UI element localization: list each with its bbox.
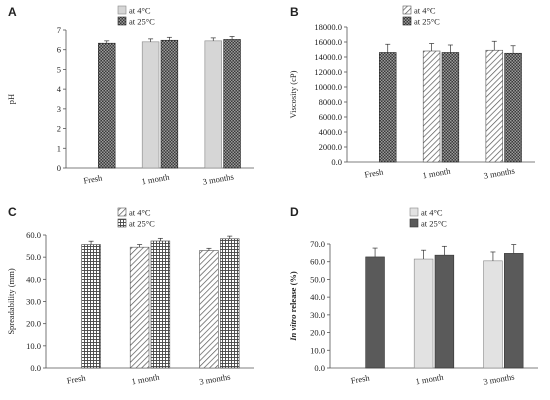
y-tick-label: 0.0 bbox=[331, 157, 342, 167]
y-tick-label: 30.0 bbox=[310, 310, 325, 320]
y-tick-label: 7 bbox=[57, 25, 61, 35]
bar bbox=[141, 41, 160, 169]
legend-label: at 25°C bbox=[414, 17, 440, 27]
y-tick-label: 20.0 bbox=[310, 328, 325, 338]
legend-swatch bbox=[409, 207, 419, 217]
legend-label: at 25°C bbox=[129, 219, 155, 229]
bar bbox=[379, 52, 397, 163]
y-tick-label: 10.0 bbox=[310, 345, 325, 355]
y-tick-label: 0.0 bbox=[30, 363, 41, 373]
panel-letter: B bbox=[290, 5, 299, 19]
y-tick-label: 0.0 bbox=[314, 363, 325, 373]
x-tick-label: 3 months bbox=[198, 371, 231, 386]
x-tick-label: Fresh bbox=[350, 372, 371, 385]
legend-label: at 4°C bbox=[129, 208, 151, 218]
y-tick-label: 50.0 bbox=[26, 252, 41, 262]
y-tick-label: 3 bbox=[57, 104, 61, 114]
legend-swatch bbox=[117, 218, 127, 228]
panel-letter: C bbox=[8, 205, 17, 219]
bar bbox=[129, 246, 150, 369]
y-tick-label: 30.0 bbox=[26, 297, 41, 307]
y-tick-label: 6 bbox=[57, 45, 61, 55]
y-axis-label: pH bbox=[6, 94, 16, 104]
y-tick-label: 1 bbox=[57, 143, 61, 153]
y-tick-label: 5 bbox=[57, 64, 61, 74]
bar bbox=[413, 258, 434, 369]
y-tick-label: 14000.0 bbox=[314, 52, 342, 62]
bar bbox=[434, 254, 455, 369]
legend-label: at 25°C bbox=[129, 17, 155, 27]
legend-label: at 4°C bbox=[414, 6, 436, 16]
panel-c: C 0.0 10.0 20.0 30.0 40.0 50.0 60.0 Spreadabilit… bbox=[6, 205, 254, 387]
y-tick-label: 10000.0 bbox=[314, 82, 342, 92]
bar bbox=[504, 52, 522, 163]
panel-letter: A bbox=[8, 5, 17, 19]
bar bbox=[365, 256, 385, 369]
bar bbox=[441, 52, 460, 163]
legend-swatch bbox=[117, 16, 127, 26]
bar bbox=[504, 253, 524, 369]
legend-swatch bbox=[117, 207, 127, 217]
x-tick-label: Fresh bbox=[364, 166, 385, 179]
legend-label: at 25°C bbox=[421, 219, 447, 229]
y-tick-label: 2 bbox=[57, 124, 61, 134]
bar bbox=[199, 250, 219, 369]
bar bbox=[483, 260, 503, 369]
y-axis-label: Viscosity (cP) bbox=[288, 70, 298, 118]
bar bbox=[98, 42, 116, 169]
x-tick-label: 1 month bbox=[141, 172, 171, 187]
legend-swatch bbox=[409, 218, 419, 228]
panel-letter: D bbox=[290, 205, 299, 219]
y-axis-label: In vitro release (%) bbox=[288, 271, 298, 342]
bar bbox=[81, 244, 101, 369]
y-tick-label: 40.0 bbox=[310, 292, 325, 302]
x-tick-label: Fresh bbox=[66, 372, 87, 385]
y-tick-label: 4000.0 bbox=[319, 127, 342, 137]
y-tick-label: 16000.0 bbox=[314, 37, 342, 47]
bar bbox=[160, 39, 179, 169]
x-tick-label: 1 month bbox=[415, 372, 445, 387]
x-tick-label: 1 month bbox=[422, 166, 452, 181]
y-tick-label: 50.0 bbox=[310, 274, 325, 284]
bar bbox=[204, 40, 222, 169]
y-tick-label: 8000.0 bbox=[319, 97, 342, 107]
y-tick-label: 20.0 bbox=[26, 319, 41, 329]
y-tick-label: 60.0 bbox=[26, 230, 41, 240]
x-tick-label: 3 months bbox=[482, 371, 515, 386]
panel-b: B 0.0 2000.0 4000.0 6000.0 8000.0 10000.0 12000… bbox=[288, 5, 535, 181]
y-tick-label: 18000.0 bbox=[314, 22, 342, 32]
y-tick-label: 2000.0 bbox=[319, 142, 342, 152]
bar bbox=[150, 240, 171, 369]
legend-label: at 4°C bbox=[421, 208, 443, 218]
y-tick-label: 12000.0 bbox=[314, 67, 342, 77]
y-tick-label: 4 bbox=[57, 84, 62, 94]
y-tick-label: 60.0 bbox=[310, 257, 325, 267]
y-tick-label: 0 bbox=[57, 163, 61, 173]
bar bbox=[485, 49, 503, 163]
bar bbox=[223, 39, 241, 169]
x-tick-label: Fresh bbox=[83, 172, 104, 185]
legend-swatch bbox=[117, 5, 127, 15]
y-tick-label: 40.0 bbox=[26, 274, 41, 284]
y-tick-label: 10.0 bbox=[26, 341, 41, 351]
x-tick-label: 3 months bbox=[483, 165, 516, 180]
y-tick-label: 6000.0 bbox=[319, 112, 342, 122]
panel-a: A 0 1 2 3 4 5 6 7 pH Fresh 1 month 3 months at 4°Cat … bbox=[6, 5, 254, 187]
y-axis-label: Spreadability (mm) bbox=[6, 268, 16, 335]
panel-d: D 0.0 10.0 20.0 30.0 40.0 50.0 60.0 70.0 In vitro… bbox=[288, 205, 538, 387]
x-tick-label: 3 months bbox=[202, 171, 235, 186]
x-tick-label: 1 month bbox=[131, 372, 161, 387]
legend-swatch bbox=[402, 5, 412, 15]
bar bbox=[422, 50, 441, 163]
legend-swatch bbox=[402, 16, 412, 26]
y-tick-label: 70.0 bbox=[310, 239, 325, 249]
legend-label: at 4°C bbox=[129, 6, 151, 16]
bar bbox=[220, 238, 240, 369]
